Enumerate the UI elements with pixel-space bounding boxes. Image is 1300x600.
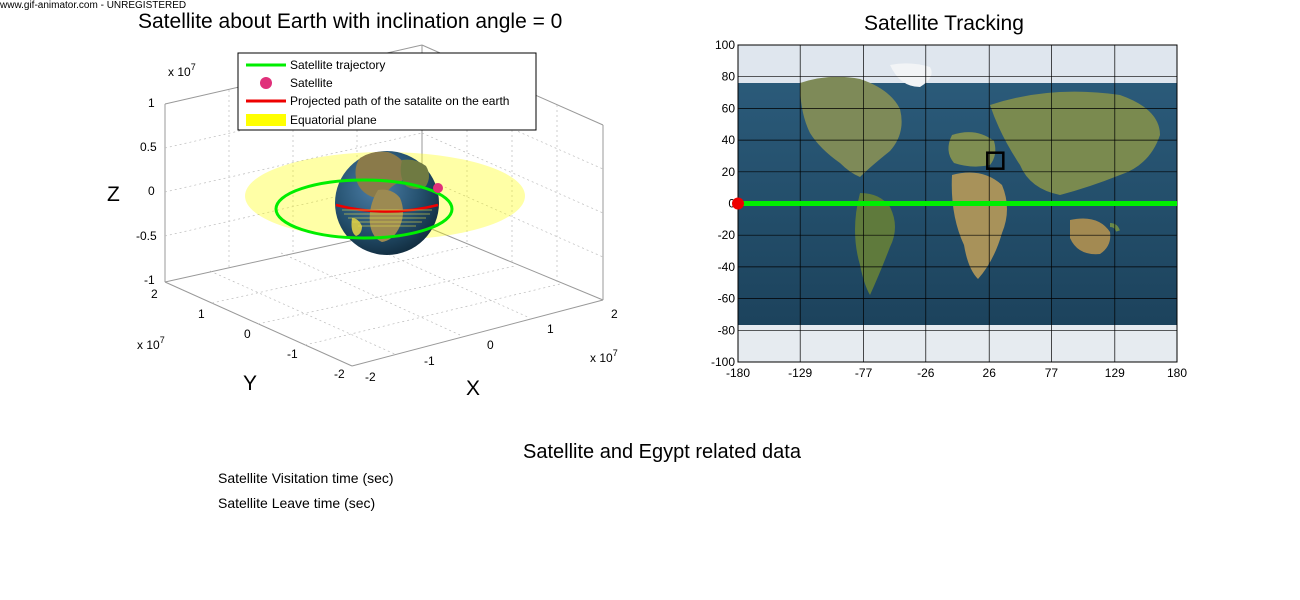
tracking-title: Satellite Tracking bbox=[864, 12, 1024, 35]
map-x-tick: 180 bbox=[1167, 366, 1187, 380]
map-y-tick: -100 bbox=[711, 355, 735, 369]
map-x-tick: 26 bbox=[983, 366, 997, 380]
data-panel-title: Satellite and Egypt related data bbox=[523, 441, 801, 463]
x-tick: -2 bbox=[365, 370, 376, 384]
z-exponent: x 107 bbox=[168, 62, 196, 79]
z-tick: -0.5 bbox=[136, 229, 157, 243]
map-x-tick: -129 bbox=[788, 366, 812, 380]
y-tick: 1 bbox=[198, 307, 205, 321]
satellite-position-marker[interactable] bbox=[732, 197, 744, 210]
legend: Satellite trajectory Satellite Projected… bbox=[237, 52, 537, 131]
legend-swatch-equatorial-plane bbox=[246, 114, 286, 126]
map-x-tick: -26 bbox=[917, 366, 935, 380]
watermark: www.gif-animator.com - UNREGISTERED bbox=[0, 0, 187, 11]
map-x-tick: -180 bbox=[726, 366, 750, 380]
z-axis-label: Z bbox=[107, 183, 120, 206]
map-y-tick: -80 bbox=[718, 323, 736, 337]
y-tick: 2 bbox=[151, 287, 158, 301]
visitation-time-label: Satellite Visitation time (sec) bbox=[218, 470, 394, 486]
z-tick: -1 bbox=[144, 273, 155, 287]
legend-swatch-satellite bbox=[260, 77, 272, 89]
map-y-tick: 80 bbox=[722, 70, 736, 84]
map-y-tick: 40 bbox=[722, 133, 736, 147]
orbit-plot-title: Satellite about Earth with inclination a… bbox=[138, 10, 563, 33]
z-tick-labels: 1 0.5 0 -0.5 -1 bbox=[136, 96, 157, 287]
projected-path bbox=[335, 203, 439, 213]
map-y-tick: 100 bbox=[715, 38, 735, 52]
map-x-tick-labels: -180 -129 -77 -26 26 77 129 180 bbox=[726, 366, 1187, 380]
map-x-tick: -77 bbox=[855, 366, 873, 380]
y-tick-labels: 2 1 0 -1 -2 bbox=[151, 287, 345, 381]
y-tick: -1 bbox=[287, 347, 298, 361]
tracking-map-chart[interactable]: 100 80 60 40 20 0 -20 -40 -60 -80 -100 -180 -129 -77… bbox=[690, 35, 1210, 390]
map-y-tick: 0 bbox=[728, 197, 735, 211]
x-tick-labels: -2 -1 0 1 2 bbox=[365, 307, 618, 384]
y-tick: -2 bbox=[334, 367, 345, 381]
z-tick: 0.5 bbox=[140, 140, 157, 154]
x-exponent: x 107 bbox=[590, 348, 618, 365]
x-axis-label: X bbox=[466, 377, 480, 400]
y-axis-label: Y bbox=[243, 372, 257, 395]
legend-label: Equatorial plane bbox=[290, 113, 377, 127]
leave-time-label: Satellite Leave time (sec) bbox=[218, 495, 376, 511]
map-y-tick: -20 bbox=[718, 228, 736, 242]
legend-label: Satellite bbox=[290, 76, 333, 90]
orbit-3d-plot[interactable]: 1 0.5 0 -0.5 -1 2 1 0 -1 -2 -2 -1 0 1 2 … bbox=[0, 0, 660, 420]
map-y-tick: 60 bbox=[722, 101, 736, 115]
satellite-trajectory bbox=[274, 178, 454, 240]
legend-label: Projected path of the satalite on the ea… bbox=[290, 94, 509, 108]
legend-label: Satellite trajectory bbox=[290, 58, 385, 72]
map-y-tick: -60 bbox=[718, 292, 736, 306]
x-tick: 0 bbox=[487, 338, 494, 352]
map-y-tick-labels: 100 80 60 40 20 0 -20 -40 -60 -80 -100 bbox=[711, 38, 735, 369]
projected-path-hatch bbox=[342, 209, 432, 227]
x-tick: 1 bbox=[547, 322, 554, 336]
map-y-tick: -40 bbox=[718, 260, 736, 274]
y-exponent: x 107 bbox=[137, 335, 165, 352]
satellite-marker[interactable] bbox=[433, 183, 443, 193]
z-tick: 0 bbox=[148, 184, 155, 198]
egypt-target-marker[interactable] bbox=[986, 151, 1005, 170]
earth-globe bbox=[335, 151, 439, 255]
y-tick: 0 bbox=[244, 327, 251, 341]
z-tick: 1 bbox=[148, 96, 155, 110]
x-tick: -1 bbox=[424, 354, 435, 368]
x-tick: 2 bbox=[611, 307, 618, 321]
map-x-tick: 129 bbox=[1105, 366, 1125, 380]
map-y-tick: 20 bbox=[722, 165, 736, 179]
map-x-tick: 77 bbox=[1045, 366, 1059, 380]
